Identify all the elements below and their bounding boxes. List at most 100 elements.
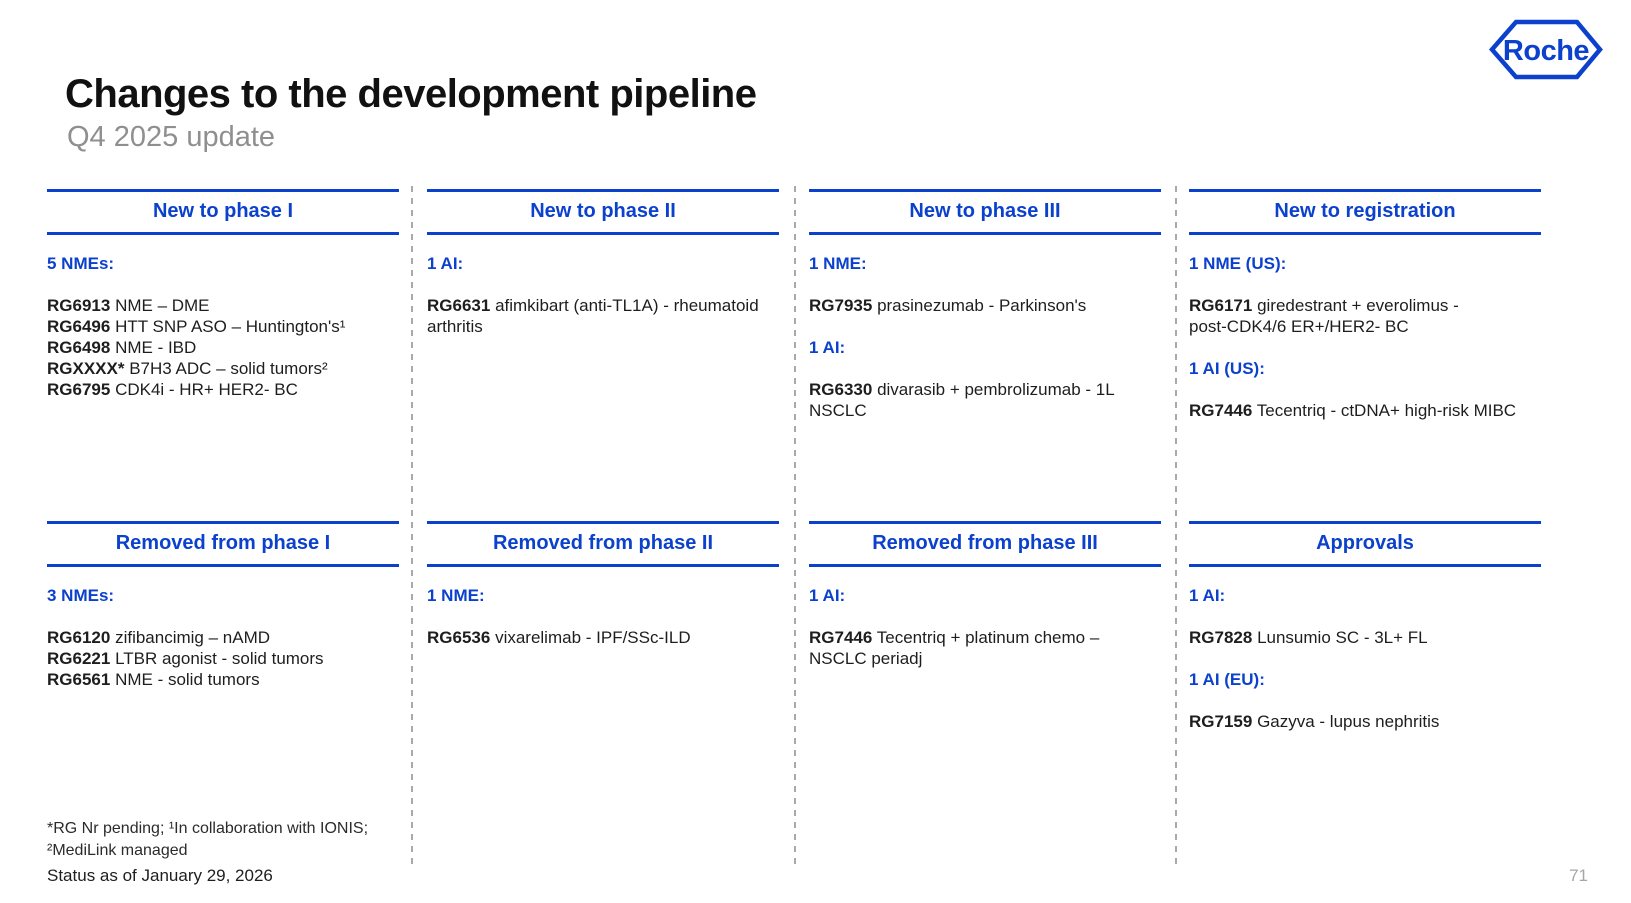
page-number: 71 xyxy=(1569,866,1588,885)
cell-body: 1 NME: RG7935 prasinezumab - Parkinson's 1… xyxy=(809,235,1161,421)
cell-header: Approvals xyxy=(1189,521,1541,567)
roche-logo-text: Roche xyxy=(1503,35,1590,67)
molecule-description: LTBR agonist - solid tumors xyxy=(115,649,324,668)
section: 1 NME: RG6536 vixarelimab - IPF/SSc-ILD xyxy=(427,585,779,648)
molecule-code: RG6795 xyxy=(47,380,111,399)
pipeline-item: RG6120 zifibancimig – nAMD xyxy=(47,627,399,648)
molecule-description: Tecentriq - ctDNA+ high-risk MIBC xyxy=(1256,401,1517,420)
cell-body: 1 AI: RG6631 afimkibart (anti-TL1A) - rhe… xyxy=(427,235,779,337)
section: 1 AI (EU): RG7159 Gazyva - lupus nephriti… xyxy=(1189,669,1541,732)
molecule-code: RG6330 xyxy=(809,380,873,399)
cell-header: New to phase III xyxy=(809,189,1161,235)
section-count-label: 1 NME (US): xyxy=(1189,254,1287,273)
cell-header: New to phase I xyxy=(47,189,399,235)
cell-header: Removed from phase I xyxy=(47,521,399,567)
molecule-description: Lunsumio SC - 3L+ FL xyxy=(1257,628,1428,647)
molecule-code: RG6631 xyxy=(427,296,491,315)
molecule-code: RG7828 xyxy=(1189,628,1253,647)
molecule-description: NME – DME xyxy=(115,296,210,315)
footnotes: *RG Nr pending; ¹In collaboration with I… xyxy=(47,820,369,859)
pipeline-item: RG6631 afimkibart (anti-TL1A) - rheumato… xyxy=(427,295,779,337)
molecule-code: RG6536 xyxy=(427,628,491,647)
cell-new-to-phase-iii: New to phase III 1 NME: RG7935 prasinezuma… xyxy=(809,189,1161,442)
pipeline-item: RG6536 vixarelimab - IPF/SSc-ILD xyxy=(427,627,779,648)
section-count-label: 1 NME: xyxy=(427,586,485,605)
molecule-code: RG7446 xyxy=(1189,401,1253,420)
roche-logo-icon: Roche xyxy=(1489,19,1603,80)
molecule-code: RG6913 xyxy=(47,296,111,315)
cell-body: 1 NME: RG6536 vixarelimab - IPF/SSc-ILD xyxy=(427,567,779,648)
molecule-description: divarasib + pembrolizumab - 1L NSCLC xyxy=(809,380,1115,420)
pipeline-item: RG7159 Gazyva - lupus nephritis xyxy=(1189,711,1541,732)
cell-approvals: Approvals 1 AI: RG7828 Lunsumio SC - 3L+ F… xyxy=(1189,521,1541,753)
section-count-label: 1 AI (US): xyxy=(1189,359,1265,378)
molecule-description: NME - IBD xyxy=(115,338,197,357)
section-count-label: 1 AI: xyxy=(809,338,846,357)
cell-body: 1 NME (US): RG6171 giredestrant + everoli… xyxy=(1189,235,1541,421)
section: 1 AI: RG6631 afimkibart (anti-TL1A) - rhe… xyxy=(427,253,779,337)
cell-body: 1 AI: RG7828 Lunsumio SC - 3L+ FL 1 AI (EU… xyxy=(1189,567,1541,732)
pipeline-item: RG6496 HTT SNP ASO – Huntington's¹ xyxy=(47,316,399,337)
page-title: Changes to the development pipeline xyxy=(65,72,757,116)
section: 3 NMEs: RG6120 zifibancimig – nAMD RG6221 … xyxy=(47,585,399,690)
pipeline-item: RG6913 NME – DME xyxy=(47,295,399,316)
molecule-code: RG6561 xyxy=(47,670,111,689)
column-divider xyxy=(1175,186,1177,864)
cell-new-to-phase-ii: New to phase II 1 AI: RG6631 afimkibart (a… xyxy=(427,189,779,358)
section-count-label: 1 AI: xyxy=(1189,586,1226,605)
molecule-description: Gazyva - lupus nephritis xyxy=(1257,712,1440,731)
molecule-code: RG6496 xyxy=(47,317,111,336)
section: 1 NME (US): RG6171 giredestrant + everoli… xyxy=(1189,253,1541,337)
molecule-description: CDK4i - HR+ HER2- BC xyxy=(115,380,298,399)
pipeline-item: RG6330 divarasib + pembrolizumab - 1L NS… xyxy=(809,379,1161,421)
molecule-description: afimkibart (anti-TL1A) - rheumatoid arth… xyxy=(427,296,759,336)
cell-removed-from-phase-iii: Removed from phase III 1 AI: RG7446 Tecent… xyxy=(809,521,1161,690)
molecule-code: RG6498 xyxy=(47,338,111,357)
section-count-label: 5 NMEs: xyxy=(47,254,115,273)
molecule-description: NME - solid tumors xyxy=(115,670,260,689)
pipeline-item: RG6221 LTBR agonist - solid tumors xyxy=(47,648,399,669)
cell-new-to-registration: New to registration 1 NME (US): RG6171 gir… xyxy=(1189,189,1541,442)
molecule-description: HTT SNP ASO – Huntington's¹ xyxy=(115,317,346,336)
section: 1 AI: RG7446 Tecentriq + platinum chemo –… xyxy=(809,585,1161,669)
section-count-label: 1 AI (EU): xyxy=(1189,670,1265,689)
cell-header: New to registration xyxy=(1189,189,1541,235)
pipeline-item: RG6561 NME - solid tumors xyxy=(47,669,399,690)
page-subtitle: Q4 2025 update xyxy=(67,121,276,153)
section: 5 NMEs: RG6913 NME – DME RG6496 HTT SNP AS… xyxy=(47,253,399,400)
molecule-code: RG6171 xyxy=(1189,296,1253,315)
cell-header: Removed from phase II xyxy=(427,521,779,567)
section-count-label: 1 AI: xyxy=(427,254,464,273)
pipeline-item: RG7446 Tecentriq - ctDNA+ high-risk MIBC xyxy=(1189,400,1541,421)
cell-removed-from-phase-ii: Removed from phase II 1 NME: RG6536 vixare… xyxy=(427,521,779,669)
molecule-description: Tecentriq + platinum chemo – NSCLC peria… xyxy=(809,628,1100,668)
pipeline-item: RG6795 CDK4i - HR+ HER2- BC xyxy=(47,379,399,400)
molecule-code: RG7446 xyxy=(809,628,873,647)
molecule-description: prasinezumab - Parkinson's xyxy=(877,296,1087,315)
pipeline-item: RG7828 Lunsumio SC - 3L+ FL xyxy=(1189,627,1541,648)
section: 1 NME: RG7935 prasinezumab - Parkinson's xyxy=(809,253,1161,316)
column-divider xyxy=(794,186,796,864)
molecule-code: RGXXXX* xyxy=(47,359,125,378)
molecule-description: zifibancimig – nAMD xyxy=(115,628,271,647)
cell-body: 3 NMEs: RG6120 zifibancimig – nAMD RG6221 … xyxy=(47,567,399,690)
column-divider xyxy=(411,186,413,864)
molecule-code: RG6221 xyxy=(47,649,111,668)
pipeline-item: RG6171 giredestrant + everolimus - post-… xyxy=(1189,295,1541,337)
status-line: Status as of January 29, 2026 xyxy=(47,866,273,885)
molecule-description: vixarelimab - IPF/SSc-ILD xyxy=(495,628,691,647)
molecule-description: B7H3 ADC – solid tumors² xyxy=(129,359,328,378)
cell-body: 1 AI: RG7446 Tecentriq + platinum chemo –… xyxy=(809,567,1161,669)
section: 1 AI (US): RG7446 Tecentriq - ctDNA+ high… xyxy=(1189,358,1541,421)
cell-removed-from-phase-i: Removed from phase I 3 NMEs: RG6120 zifiba… xyxy=(47,521,399,711)
cell-header: Removed from phase III xyxy=(809,521,1161,567)
molecule-code: RG7935 xyxy=(809,296,873,315)
pipeline-item: RG7446 Tecentriq + platinum chemo – NSCL… xyxy=(809,627,1161,669)
pipeline-item: RGXXXX* B7H3 ADC – solid tumors² xyxy=(47,358,399,379)
cell-header: New to phase II xyxy=(427,189,779,235)
section: 1 AI: RG7828 Lunsumio SC - 3L+ FL xyxy=(1189,585,1541,648)
pipeline-item: RG7935 prasinezumab - Parkinson's xyxy=(809,295,1161,316)
